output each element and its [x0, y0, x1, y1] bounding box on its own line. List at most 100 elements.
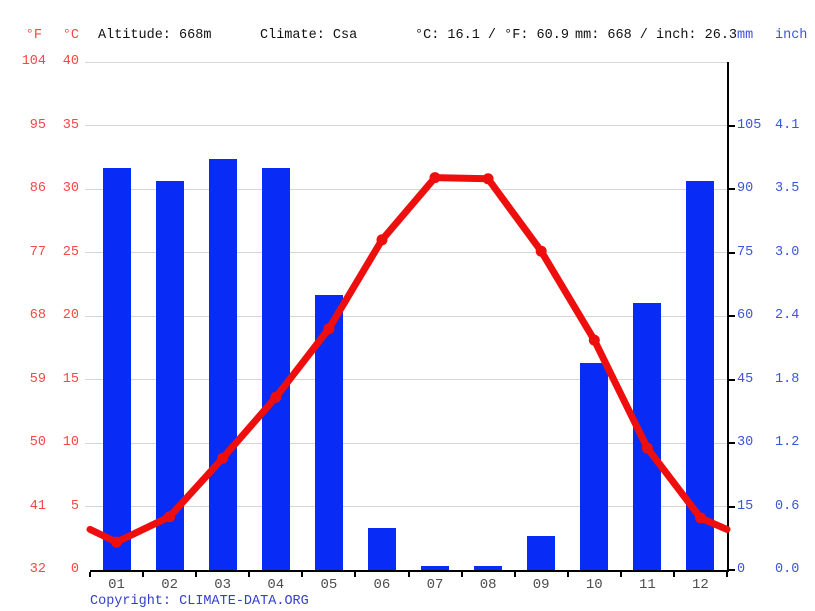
- gridline: [85, 442, 727, 444]
- x-axis-tick: [407, 572, 410, 577]
- temperature-line: [86, 174, 731, 546]
- mm-tick-label: 60: [737, 308, 754, 323]
- mm-tick-label: 105: [737, 117, 762, 133]
- mm-tick-label: 45: [737, 371, 754, 387]
- celsius-tick-label: 5: [70, 498, 79, 514]
- precipitation-bar-06: [367, 527, 396, 570]
- x-axis-tick: [301, 572, 304, 577]
- month-label-08: 08: [479, 577, 497, 593]
- month-label-10: 10: [585, 577, 603, 593]
- gridline: [85, 379, 727, 380]
- fahrenheit-tick-label: 95: [29, 117, 46, 133]
- avg-temperature-label: °C: 16.1 / °F: 60.9: [415, 28, 569, 43]
- copyright: Copyright: CLIMATE-DATA.ORG: [90, 594, 309, 610]
- mm-axis-header: mm: [737, 28, 754, 43]
- temperature-point-12: [695, 512, 706, 524]
- month-label-05: 05: [320, 577, 338, 593]
- month-label-12: 12: [692, 577, 709, 593]
- fahrenheit-tick-label: 86: [29, 181, 46, 196]
- precipitation-bar-03: [208, 159, 237, 570]
- mm-axis-tick: [729, 315, 735, 317]
- mm-tick-label: 15: [737, 498, 754, 514]
- mm-tick-label: 30: [737, 435, 754, 450]
- month-label-02: 02: [161, 577, 179, 593]
- plot-area: [85, 61, 731, 572]
- x-axis-tick: [89, 572, 91, 577]
- fahrenheit-tick-label: 77: [29, 244, 46, 260]
- mm-tick-label: 90: [737, 181, 754, 196]
- temperature-point-05: [323, 323, 335, 335]
- inch-tick-label: 4.1: [775, 117, 800, 133]
- inch-tick-label: 1.2: [775, 435, 800, 450]
- celsius-tick-label: 15: [62, 371, 79, 387]
- inch-tick-label: 0.6: [775, 498, 800, 514]
- celsius-tick-label: 10: [62, 435, 79, 450]
- mm-axis-tick: [729, 378, 735, 381]
- mm-tick-label: 0: [737, 562, 746, 577]
- fahrenheit-tick-label: 50: [29, 435, 46, 450]
- total-precipitation-label: mm: 668 / inch: 26.3: [575, 28, 738, 43]
- mm-tick-label: 75: [737, 244, 754, 260]
- gridline: [85, 188, 727, 190]
- temperature-point-11: [641, 442, 653, 454]
- month-label-09: 09: [532, 577, 550, 593]
- inch-axis-header: inch: [775, 28, 808, 43]
- x-axis-tick: [354, 572, 357, 577]
- month-label-07: 07: [426, 577, 444, 593]
- climate-data-link[interactable]: CLIMATE-DATA.ORG: [179, 594, 309, 609]
- mm-axis-tick: [729, 251, 735, 254]
- x-axis-tick: [566, 572, 569, 577]
- celsius-tick-label: 40: [62, 54, 79, 69]
- celsius-tick-label: 0: [70, 562, 79, 577]
- temperature-point-04: [270, 391, 282, 403]
- temperature-point-10: [588, 334, 600, 346]
- mm-axis-tick: [729, 442, 735, 444]
- precipitation-bar-04: [261, 167, 290, 570]
- precipitation-bar-08: [474, 565, 503, 570]
- celsius-tick-label: 20: [62, 308, 79, 323]
- inch-tick-label: 0.0: [775, 562, 800, 577]
- temperature-point-08: [482, 173, 494, 185]
- fahrenheit-axis-header: °F: [25, 28, 42, 43]
- gridline: [85, 125, 727, 126]
- inch-tick-label: 2.4: [775, 308, 800, 323]
- mm-axis-tick: [729, 569, 735, 571]
- gridline: [85, 61, 727, 63]
- temperature-point-01: [111, 536, 122, 548]
- x-axis-tick: [142, 572, 145, 577]
- precipitation-bar-07: [421, 565, 450, 570]
- temperature-point-03: [217, 452, 229, 464]
- precipitation-bar-10: [580, 362, 609, 570]
- temperature-point-06: [376, 234, 388, 246]
- fahrenheit-tick-label: 41: [29, 498, 46, 514]
- mm-axis-tick: [729, 124, 735, 127]
- celsius-axis-header: °C: [62, 28, 79, 43]
- x-axis-tick: [619, 572, 622, 577]
- fahrenheit-tick-label: 104: [21, 54, 46, 69]
- x-axis-tick: [513, 572, 516, 577]
- fahrenheit-tick-label: 68: [29, 308, 46, 323]
- mm-axis-tick: [729, 188, 735, 190]
- copyright-label: Copyright:: [90, 594, 180, 609]
- precipitation-bar-01: [102, 167, 131, 570]
- mm-axis-tick: [729, 505, 735, 508]
- inch-tick-label: 3.0: [775, 244, 800, 260]
- x-axis-tick: [672, 572, 675, 577]
- fahrenheit-tick-label: 32: [29, 562, 46, 577]
- inch-tick-label: 3.5: [775, 181, 800, 196]
- x-axis-tick: [726, 572, 728, 577]
- inch-tick-label: 1.8: [775, 371, 800, 387]
- celsius-tick-label: 30: [62, 181, 79, 196]
- celsius-tick-label: 25: [62, 244, 79, 260]
- temperature-point-02: [164, 511, 176, 523]
- gridline: [85, 506, 727, 507]
- x-axis-tick: [248, 572, 251, 577]
- month-label-11: 11: [638, 577, 656, 593]
- fahrenheit-tick-label: 59: [29, 371, 46, 387]
- celsius-tick-label: 35: [62, 117, 79, 133]
- x-axis-tick: [195, 572, 198, 577]
- altitude-label: Altitude: 668m: [98, 28, 212, 43]
- month-label-03: 03: [214, 577, 232, 593]
- gridline: [85, 252, 727, 253]
